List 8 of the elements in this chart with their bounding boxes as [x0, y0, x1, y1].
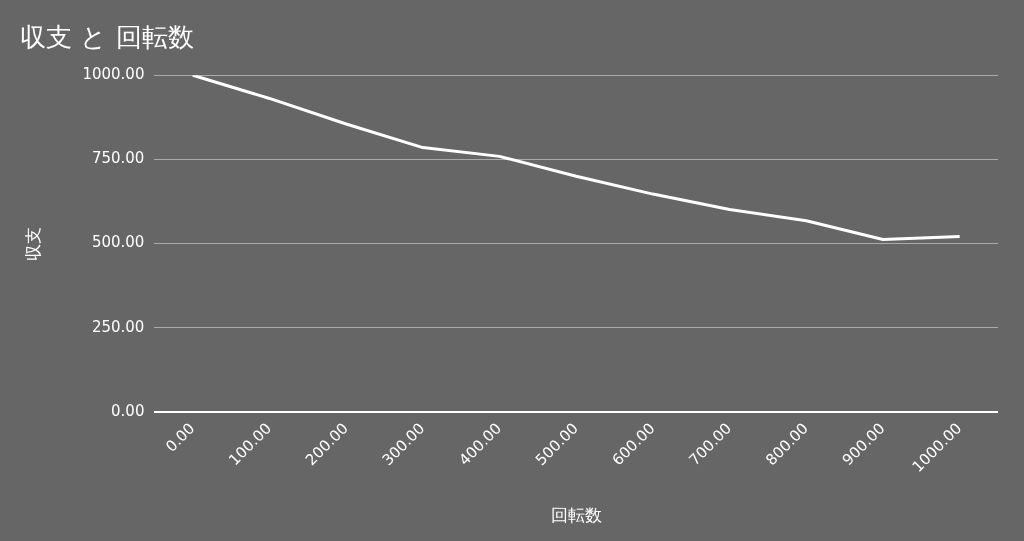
y-tick-label: 0.00 [111, 401, 145, 420]
y-tick-label: 1000.00 [82, 65, 145, 84]
chart-title: 収支 と 回転数 [20, 22, 194, 53]
y-tick-label: 750.00 [91, 149, 145, 168]
x-axis-title: 回転数 [550, 505, 602, 526]
y-tick-label: 500.00 [91, 233, 145, 252]
y-tick-label: 250.00 [91, 317, 145, 336]
y-axis-title: 収支 [22, 226, 43, 261]
